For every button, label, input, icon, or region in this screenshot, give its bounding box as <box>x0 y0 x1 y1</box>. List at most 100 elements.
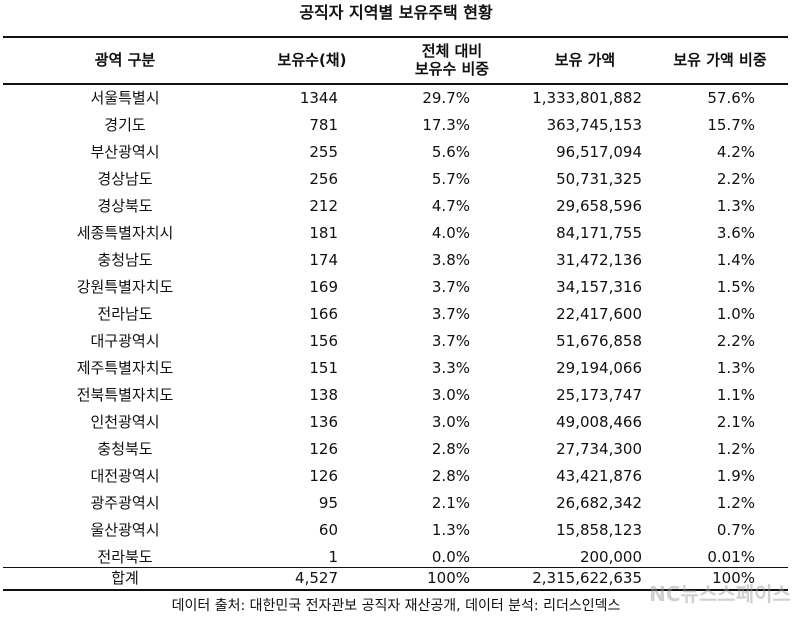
cell: 충청남도 <box>97 251 153 269</box>
cell: 15,858,123 <box>556 521 642 539</box>
cell: 200,000 <box>579 548 642 566</box>
cell: 1.2% <box>716 494 755 512</box>
cell: 51,676,858 <box>556 332 642 350</box>
cell: 4.0% <box>431 224 470 242</box>
cell: 26,682,342 <box>556 494 642 512</box>
title: 공직자 지역별 보유주택 현황 <box>299 3 493 22</box>
cell: 151 <box>309 359 338 377</box>
cell: 0.7% <box>716 521 755 539</box>
cell: 138 <box>309 386 338 404</box>
column-header: 광역 구분 <box>94 51 156 69</box>
total-cell: 4,527 <box>295 569 338 587</box>
cell: 3.0% <box>431 386 470 404</box>
cell: 255 <box>309 143 338 161</box>
cell: 2.1% <box>431 494 470 512</box>
rule <box>3 36 788 38</box>
cell: 1344 <box>299 89 338 107</box>
cell: 256 <box>309 170 338 188</box>
cell: 1.1% <box>716 386 755 404</box>
cell: 15.7% <box>707 116 755 134</box>
rule <box>3 589 788 591</box>
cell: 95 <box>318 494 338 512</box>
cell: 31,472,136 <box>556 251 642 269</box>
cell: 인천광역시 <box>90 413 160 431</box>
total-cell: 100% <box>712 569 755 587</box>
cell: 3.3% <box>431 359 470 377</box>
cell: 169 <box>309 278 338 296</box>
cell: 25,173,747 <box>556 386 642 404</box>
cell: 781 <box>309 116 338 134</box>
cell: 3.8% <box>431 251 470 269</box>
cell: 1.3% <box>716 359 755 377</box>
cell: 1 <box>328 548 338 566</box>
cell: 0.0% <box>431 548 470 566</box>
cell: 29,658,596 <box>556 197 642 215</box>
cell: 3.7% <box>431 278 470 296</box>
column-header: 보유 가액 <box>554 51 616 69</box>
cell: 3.0% <box>431 413 470 431</box>
cell: 울산광역시 <box>90 521 160 539</box>
rule <box>3 83 788 85</box>
cell: 경기도 <box>104 116 146 134</box>
cell: 전라북도 <box>97 548 153 566</box>
cell: 50,731,325 <box>556 170 642 188</box>
cell: 43,421,876 <box>556 467 642 485</box>
column-header: 보유수(채) <box>277 51 347 69</box>
cell: 363,745,153 <box>546 116 642 134</box>
cell: 1.3% <box>716 197 755 215</box>
cell: 1.5% <box>716 278 755 296</box>
cell: 경상남도 <box>97 170 153 188</box>
cell: 제주특별자치도 <box>76 359 174 377</box>
cell: 충청북도 <box>97 440 153 458</box>
cell: 서울특별시 <box>90 89 160 107</box>
cell: 0.01% <box>707 548 755 566</box>
cell: 17.3% <box>422 116 470 134</box>
cell: 174 <box>309 251 338 269</box>
cell: 3.6% <box>716 224 755 242</box>
cell: 156 <box>309 332 338 350</box>
cell: 1.2% <box>716 440 755 458</box>
cell: 세종특별자치시 <box>76 224 174 242</box>
watermark: NC뉴스스페이스 <box>649 582 791 606</box>
cell: 3.7% <box>431 332 470 350</box>
cell: 4.2% <box>716 143 755 161</box>
source: 데이터 출처: 대한민국 전자관보 공직자 재산공개, 데이터 분석: 리더스인… <box>171 598 621 614</box>
column-header: 전체 대비 보유수 비중 <box>414 42 490 78</box>
cell: 1.0% <box>716 305 755 323</box>
cell: 2.8% <box>431 467 470 485</box>
cell: 대구광역시 <box>90 332 160 350</box>
cell: 212 <box>309 197 338 215</box>
cell: 2.2% <box>716 332 755 350</box>
cell: 27,734,300 <box>556 440 642 458</box>
cell: 대전광역시 <box>90 467 160 485</box>
total-cell: 2,315,622,635 <box>532 569 642 587</box>
cell: 136 <box>309 413 338 431</box>
rule <box>3 567 788 568</box>
cell: 전라남도 <box>97 305 153 323</box>
cell: 181 <box>309 224 338 242</box>
cell: 60 <box>318 521 338 539</box>
cell: 2.2% <box>716 170 755 188</box>
cell: 22,417,600 <box>556 305 642 323</box>
cell: 126 <box>309 440 338 458</box>
cell: 84,171,755 <box>556 224 642 242</box>
cell: 경상북도 <box>97 197 153 215</box>
cell: 166 <box>309 305 338 323</box>
cell: 5.6% <box>431 143 470 161</box>
cell: 강원특별자치도 <box>76 278 174 296</box>
cell: 49,008,466 <box>556 413 642 431</box>
cell: 1.4% <box>716 251 755 269</box>
cell: 3.7% <box>431 305 470 323</box>
cell: 부산광역시 <box>90 143 160 161</box>
cell: 1.9% <box>716 467 755 485</box>
cell: 전북특별자치도 <box>76 386 174 404</box>
cell: 1,333,801,882 <box>532 89 642 107</box>
cell: 2.8% <box>431 440 470 458</box>
cell: 34,157,316 <box>556 278 642 296</box>
cell: 29,194,066 <box>556 359 642 377</box>
cell: 5.7% <box>431 170 470 188</box>
cell: 2.1% <box>716 413 755 431</box>
cell: 57.6% <box>707 89 755 107</box>
total-cell: 100% <box>427 569 470 587</box>
